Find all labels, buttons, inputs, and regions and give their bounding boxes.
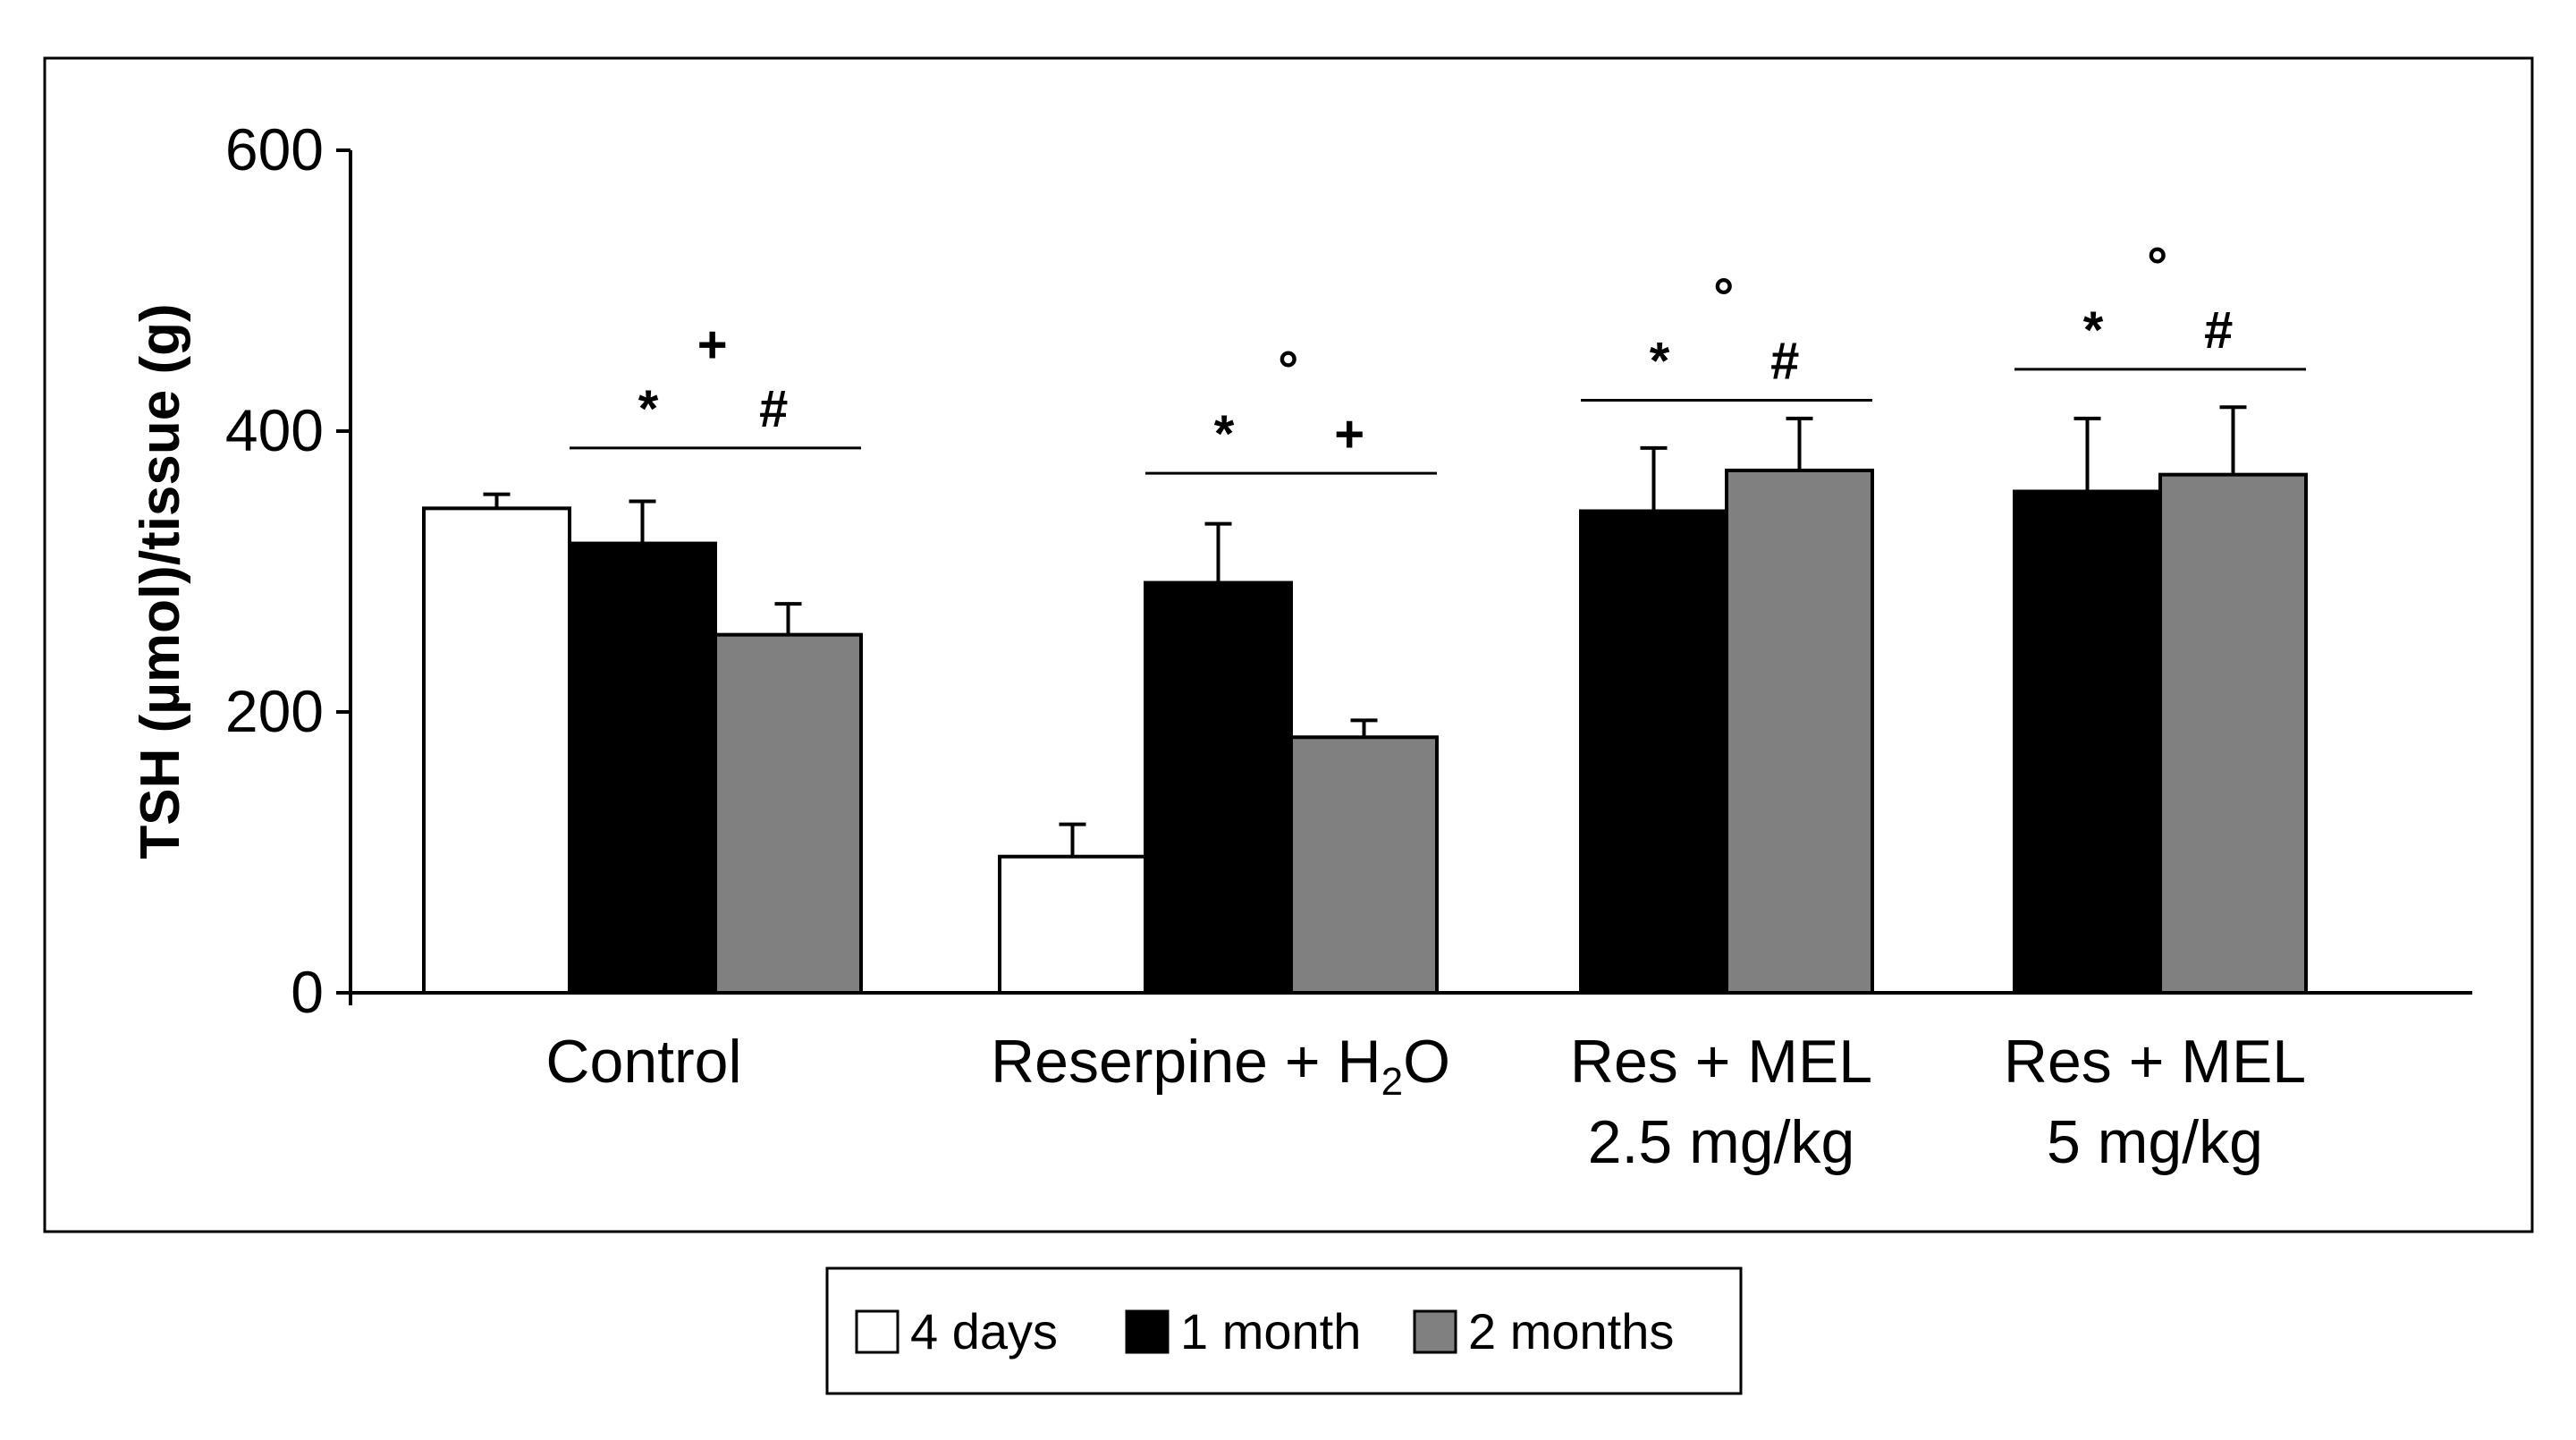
significance-symbol: * xyxy=(638,380,659,438)
category-label-control: Control xyxy=(545,1028,741,1096)
legend-swatch-4-days xyxy=(855,1309,899,1354)
significance-symbol: ° xyxy=(1713,267,1734,326)
bar-res-mel-5-1-month xyxy=(2013,489,2162,995)
bar-res-mel-2-5-2-months xyxy=(1725,468,1874,995)
category-label-res-mel-5: Res + MEL xyxy=(2004,1028,2306,1096)
y-tick-label: 200 xyxy=(225,678,324,744)
significance-symbol: ° xyxy=(1278,341,1298,399)
significance-symbol: + xyxy=(697,316,728,374)
bar-res-mel-5-2-months xyxy=(2158,472,2308,995)
legend: 4 days 1 month 2 months xyxy=(825,1266,1743,1395)
y-tick-label: 0 xyxy=(291,959,324,1025)
y-tick-label: 400 xyxy=(225,397,324,463)
category-label-res-mel-5: 5 mg/kg xyxy=(2047,1108,2263,1176)
significance-symbol: + xyxy=(1334,405,1364,463)
bar-reserpine-4-days xyxy=(998,854,1147,995)
bar-control-4-days xyxy=(422,506,571,995)
plot-area: 0 200 400 600 TSH (µmol)/tissue (g) Control * #… xyxy=(130,116,2472,1176)
significance-symbol: ° xyxy=(2147,237,2167,295)
legend-swatch-1-month xyxy=(1125,1309,1170,1354)
y-axis-title: TSH (µmol)/tissue (g) xyxy=(130,303,191,859)
category-label-res-mel-2-5: Res + MEL xyxy=(1570,1028,1872,1096)
bar-control-2-months xyxy=(714,632,863,995)
significance-symbol: # xyxy=(1770,332,1799,390)
significance-symbol: # xyxy=(759,380,788,438)
bar-reserpine-2-months xyxy=(1289,735,1439,995)
bar-reserpine-1-month xyxy=(1144,580,1293,995)
legend-box xyxy=(825,1266,1743,1395)
significance-symbol: * xyxy=(1214,405,1235,463)
legend-label-4-days: 4 days xyxy=(910,1303,1058,1360)
y-tick-label: 600 xyxy=(225,116,324,182)
significance-symbol: # xyxy=(2204,301,2233,360)
legend-label-2-months: 2 months xyxy=(1468,1303,1674,1360)
category-label-res-mel-2-5: 2.5 mg/kg xyxy=(1588,1108,1855,1176)
category-label-reserpine: Reserpine + H2O xyxy=(991,1028,1450,1104)
chart-frame xyxy=(43,56,2534,1233)
significance-symbol: * xyxy=(1650,332,1670,390)
legend-label-1-month: 1 month xyxy=(1180,1303,1361,1360)
bar-control-1-month xyxy=(568,541,717,995)
legend-swatch-2-months xyxy=(1413,1309,1457,1354)
significance-symbol: * xyxy=(2083,301,2104,360)
bar-res-mel-2-5-1-month xyxy=(1579,509,1728,995)
